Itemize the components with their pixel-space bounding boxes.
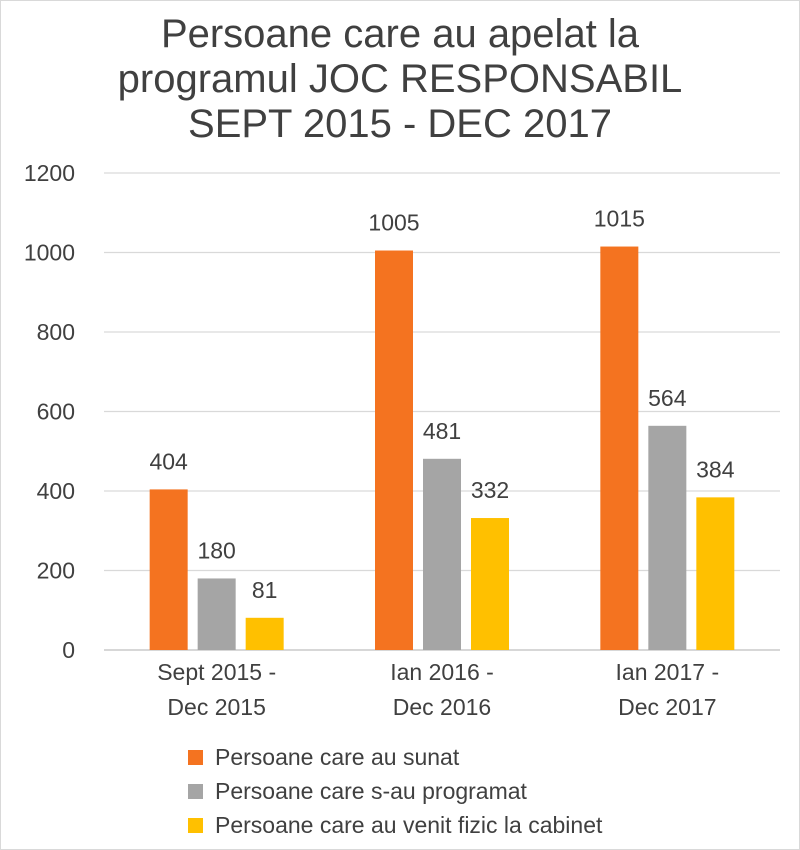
bar <box>471 518 509 650</box>
bar <box>648 425 687 650</box>
x-tick-label: Sept 2015 - <box>157 659 276 685</box>
y-tick-label: 400 <box>37 478 75 504</box>
chart-title-line-3: SEPT 2015 - DEC 2017 <box>188 102 612 146</box>
x-tick-label: Dec 2017 <box>618 694 716 720</box>
data-label: 384 <box>696 456 735 482</box>
bar <box>696 497 735 650</box>
data-label: 332 <box>471 477 509 503</box>
y-tick-label: 800 <box>37 319 75 345</box>
legend-swatch-programat <box>188 783 203 799</box>
legend-swatch-venit-fizic <box>188 817 203 833</box>
bar <box>375 250 413 650</box>
data-label: 1005 <box>368 210 419 236</box>
legend-label-sunat: Persoane care au sunat <box>215 743 460 770</box>
legend-item-programat: Persoane care s-au programat <box>188 774 602 808</box>
bar <box>149 489 188 650</box>
y-tick-label: 0 <box>62 637 75 663</box>
bar <box>245 617 284 650</box>
chart-title-line-1: Persoane care au apelat la <box>160 12 640 56</box>
y-tick-label: 200 <box>37 558 75 584</box>
data-label: 180 <box>197 537 235 563</box>
y-tick-label: 600 <box>37 399 75 425</box>
bar <box>600 246 639 650</box>
chart-title: Persoane care au apelat la programul JOC… <box>0 12 800 147</box>
data-label: 481 <box>423 418 461 444</box>
legend-item-sunat: Persoane care au sunat <box>188 740 602 774</box>
x-tick-label: Ian 2017 - <box>616 659 720 685</box>
legend-item-venit-fizic: Persoane care au venit fizic la cabinet <box>188 808 602 842</box>
legend-label-programat: Persoane care s-au programat <box>215 777 527 804</box>
legend-swatch-sunat <box>188 749 203 765</box>
data-label: 564 <box>648 385 687 411</box>
x-tick-label: Dec 2016 <box>393 694 491 720</box>
bar <box>197 578 236 650</box>
legend-label-venit-fizic: Persoane care au venit fizic la cabinet <box>215 811 603 838</box>
x-tick-label: Ian 2016 - <box>390 659 494 685</box>
data-label: 81 <box>252 577 278 603</box>
y-tick-label: 1200 <box>24 160 75 186</box>
chart-title-line-2: programul JOC RESPONSABIL <box>117 57 683 101</box>
x-tick-label: Dec 2015 <box>167 694 265 720</box>
chart-legend: Persoane care au sunat Persoane care s-a… <box>188 740 602 842</box>
data-label: 1015 <box>594 206 645 232</box>
data-label: 404 <box>149 448 188 474</box>
y-tick-label: 1000 <box>24 240 75 266</box>
bar <box>423 458 461 650</box>
